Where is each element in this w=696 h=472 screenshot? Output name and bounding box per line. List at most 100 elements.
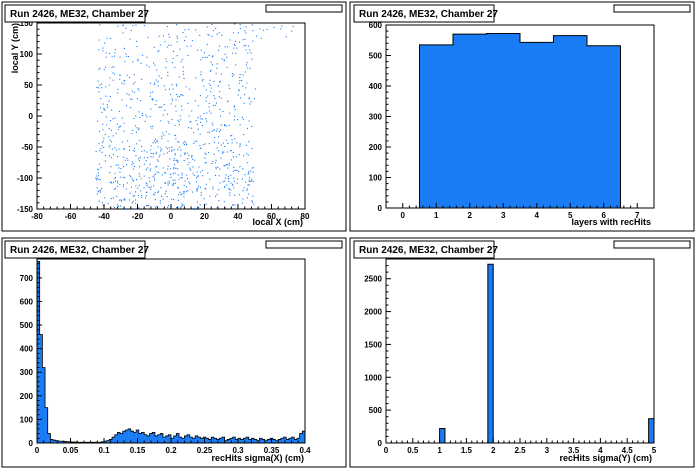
histogram-bar (149, 433, 153, 443)
scatter-point (168, 33, 170, 35)
scatter-point (215, 168, 217, 170)
scatter-point (229, 150, 231, 152)
scatter-point (230, 150, 232, 152)
scatter-point (229, 192, 231, 194)
scatter-point (238, 89, 240, 91)
scatter-point (212, 188, 214, 190)
scatter-point (167, 152, 169, 154)
y-tick-label: 600 (369, 21, 383, 30)
scatter-point (237, 32, 239, 34)
histogram-bar (179, 437, 182, 443)
scatter-point (189, 167, 191, 169)
histogram-bar (487, 263, 494, 444)
scatter-point (224, 180, 226, 182)
scatter-point (104, 197, 106, 199)
scatter-point (150, 156, 152, 158)
scatter-point (215, 159, 217, 161)
scatter-point (231, 73, 233, 75)
scatter-point (174, 124, 176, 126)
histogram-bar (45, 407, 48, 443)
scatter-point (101, 188, 103, 190)
scatter-point (118, 148, 120, 150)
stats-box (265, 4, 343, 13)
scatter-point (232, 52, 234, 54)
scatter-point (96, 187, 98, 189)
scatter-point (137, 58, 139, 60)
scatter-point (243, 102, 245, 104)
scatter-point (192, 173, 194, 175)
scatter-point (194, 175, 196, 177)
scatter-point (205, 183, 207, 185)
scatter-point (152, 91, 154, 93)
scatter-point (138, 127, 140, 129)
histogram-bar (208, 439, 212, 443)
histogram-bar (648, 418, 655, 444)
scatter-point (208, 103, 210, 105)
scatter-point (112, 118, 114, 120)
scatter-point (107, 203, 109, 205)
scatter-point (180, 149, 182, 151)
scatter-point (218, 49, 220, 51)
scatter-point (150, 188, 152, 190)
scatter-point (156, 206, 158, 208)
scatter-point (165, 190, 167, 192)
scatter-point (132, 83, 134, 85)
scatter-point (239, 41, 241, 43)
scatter-point (173, 164, 175, 166)
scatter-point (149, 116, 151, 118)
histogram-bar (47, 433, 51, 443)
scatter-point (157, 51, 159, 53)
scatter-point (216, 147, 218, 149)
scatter-point (98, 49, 100, 51)
scatter-point (136, 98, 138, 100)
scatter-point (131, 164, 133, 166)
scatter-point (188, 154, 190, 156)
scatter-point (119, 184, 121, 186)
scatter-point (136, 127, 138, 129)
histogram-bar (251, 438, 255, 443)
scatter-point (151, 99, 153, 101)
scatter-point (210, 61, 212, 63)
scatter-point (181, 94, 183, 96)
scatter-point (109, 181, 111, 183)
scatter-point (141, 78, 143, 80)
scatter-point (219, 108, 221, 110)
scatter-point (251, 180, 253, 182)
scatter-point (161, 174, 163, 176)
scatter-point (154, 64, 156, 66)
scatter-point (204, 152, 206, 154)
scatter-point (112, 79, 114, 81)
scatter-point (204, 162, 206, 164)
scatter-point (100, 98, 102, 100)
scatter-point (212, 55, 214, 57)
scatter-point (159, 107, 161, 109)
scatter-point (119, 171, 121, 173)
scatter-point (117, 182, 119, 184)
scatter-point (213, 80, 215, 82)
scatter-point (206, 120, 208, 122)
scatter-point (174, 172, 176, 174)
scatter-point (245, 26, 247, 28)
scatter-point (161, 135, 163, 137)
scatter-point (164, 41, 166, 43)
scatter-point (292, 26, 294, 28)
scatter-point (97, 172, 99, 174)
x-tick-label: 0.5 (407, 446, 419, 455)
scatter-point (191, 110, 193, 112)
scatter-point (225, 174, 227, 176)
scatter-point (199, 95, 201, 97)
scatter-point (208, 143, 210, 145)
scatter-point (234, 23, 236, 25)
scatter-point (183, 78, 185, 80)
scatter-point (188, 88, 190, 90)
scatter-point (104, 42, 106, 44)
scatter-point (124, 61, 126, 63)
scatter-point (247, 173, 249, 175)
scatter-point (210, 69, 212, 71)
scatter-point (142, 54, 144, 56)
scatter-point (186, 152, 188, 154)
scatter-point (121, 117, 123, 119)
scatter-point (225, 164, 227, 166)
scatter-point (216, 33, 218, 35)
scatter-point (183, 160, 185, 162)
